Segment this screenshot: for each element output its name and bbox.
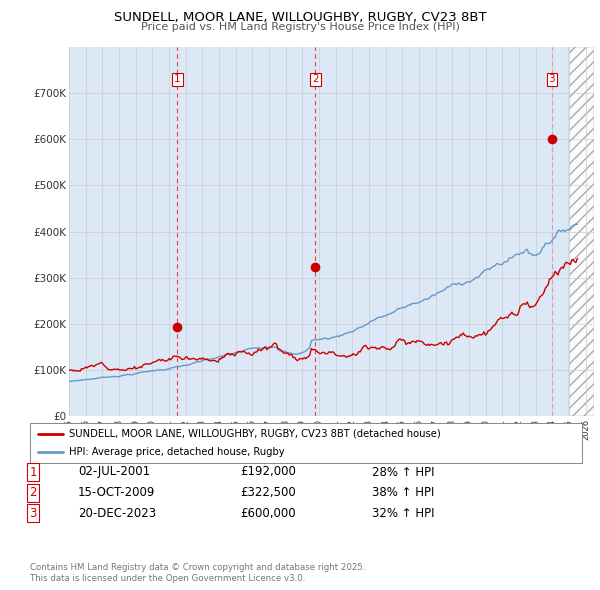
Text: SUNDELL, MOOR LANE, WILLOUGHBY, RUGBY, CV23 8BT (detached house): SUNDELL, MOOR LANE, WILLOUGHBY, RUGBY, C… (68, 429, 440, 439)
Text: £600,000: £600,000 (240, 507, 296, 520)
Text: 20-DEC-2023: 20-DEC-2023 (78, 507, 156, 520)
Bar (569, 47, 594, 416)
Text: 2: 2 (29, 486, 37, 499)
Text: 2: 2 (312, 74, 319, 84)
Text: 38% ↑ HPI: 38% ↑ HPI (372, 486, 434, 499)
Text: 32% ↑ HPI: 32% ↑ HPI (372, 507, 434, 520)
Text: Price paid vs. HM Land Registry's House Price Index (HPI): Price paid vs. HM Land Registry's House … (140, 22, 460, 32)
Text: 3: 3 (548, 74, 555, 84)
Text: 1: 1 (174, 74, 181, 84)
Text: 3: 3 (29, 507, 37, 520)
Text: 02-JUL-2001: 02-JUL-2001 (78, 466, 150, 478)
Text: 1: 1 (29, 466, 37, 478)
Text: HPI: Average price, detached house, Rugby: HPI: Average price, detached house, Rugb… (68, 447, 284, 457)
Text: £192,000: £192,000 (240, 466, 296, 478)
Text: SUNDELL, MOOR LANE, WILLOUGHBY, RUGBY, CV23 8BT: SUNDELL, MOOR LANE, WILLOUGHBY, RUGBY, C… (113, 11, 487, 24)
Text: 28% ↑ HPI: 28% ↑ HPI (372, 466, 434, 478)
Text: 15-OCT-2009: 15-OCT-2009 (78, 486, 155, 499)
Text: Contains HM Land Registry data © Crown copyright and database right 2025.
This d: Contains HM Land Registry data © Crown c… (30, 563, 365, 583)
Text: £322,500: £322,500 (240, 486, 296, 499)
Bar (569, 47, 594, 416)
